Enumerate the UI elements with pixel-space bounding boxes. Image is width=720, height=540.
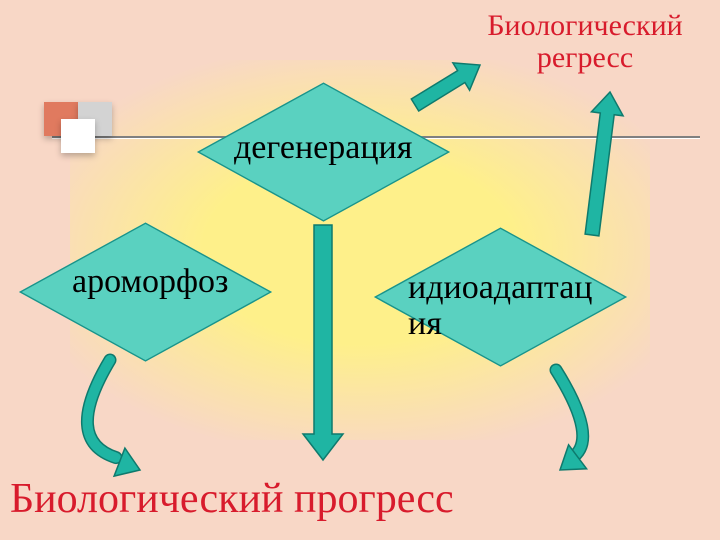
label-degeneration: дегенерация bbox=[234, 130, 412, 166]
logo-square-3 bbox=[61, 119, 95, 153]
slide-stage: дегенерация ароморфоз идиоадаптация Биол… bbox=[0, 0, 720, 540]
label-idioadaptation: идиоадаптация bbox=[408, 270, 608, 341]
label-aromorphosis: ароморфоз bbox=[72, 264, 228, 300]
title-regress: Биологический регресс bbox=[460, 10, 710, 73]
title-progress: Биологический прогресс bbox=[10, 475, 454, 523]
